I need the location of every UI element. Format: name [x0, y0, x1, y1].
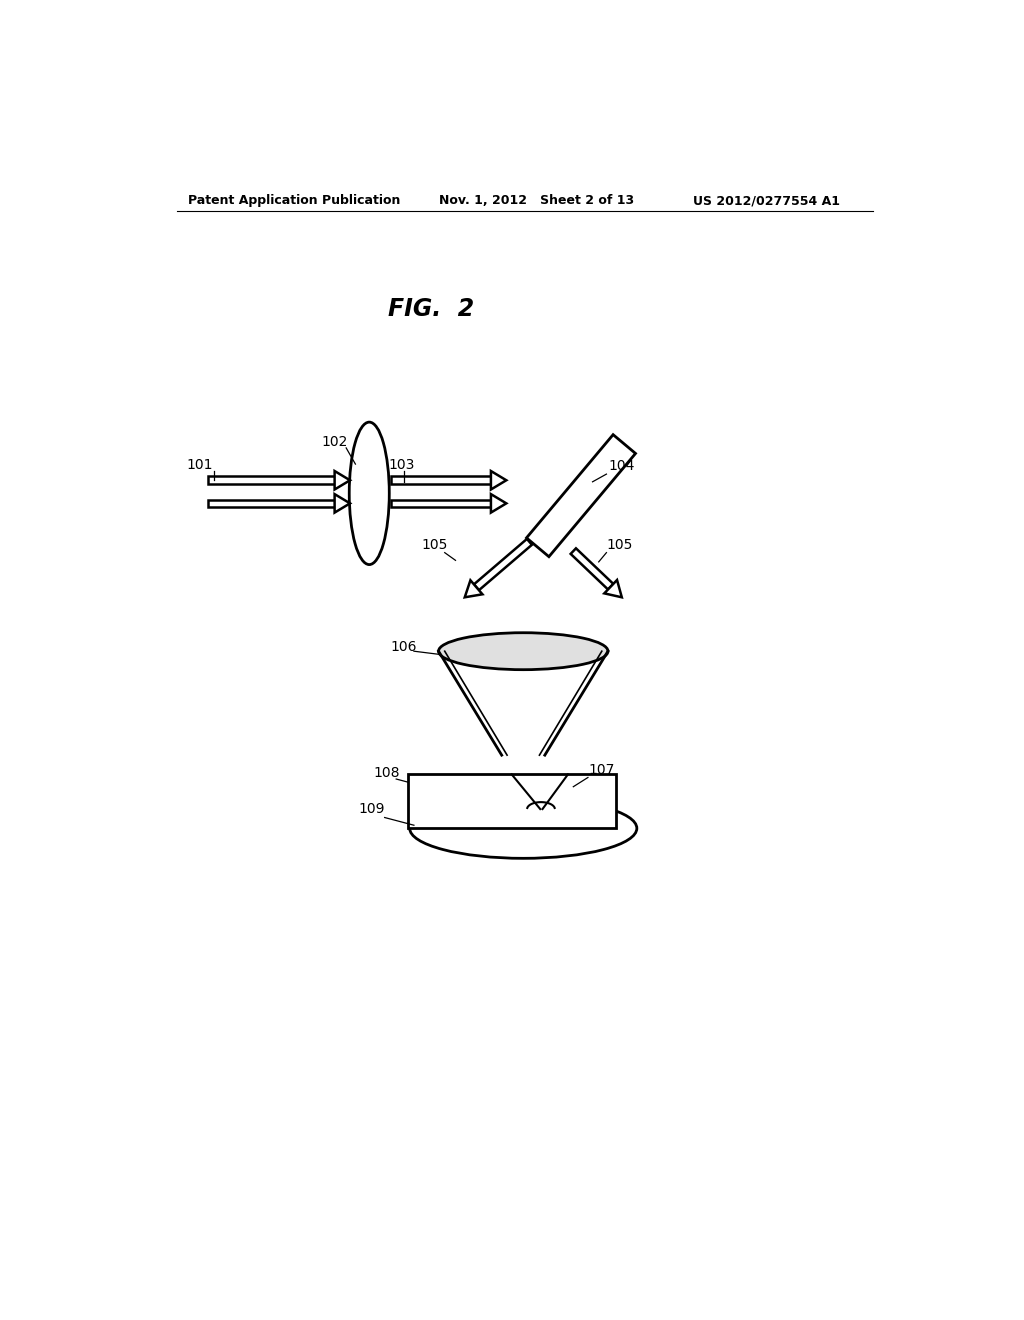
Text: US 2012/0277554 A1: US 2012/0277554 A1 [692, 194, 840, 207]
Polygon shape [335, 471, 350, 490]
Text: 109: 109 [358, 803, 385, 816]
Text: 102: 102 [322, 434, 348, 449]
Text: 107: 107 [589, 763, 615, 776]
Text: FIG.  2: FIG. 2 [388, 297, 474, 321]
Text: 105: 105 [422, 539, 447, 552]
Text: 105: 105 [606, 539, 633, 552]
Polygon shape [490, 494, 506, 512]
Ellipse shape [349, 422, 389, 565]
Text: 101: 101 [186, 458, 213, 471]
Polygon shape [570, 548, 613, 590]
Polygon shape [474, 539, 531, 590]
Text: 104: 104 [608, 459, 634, 474]
Ellipse shape [438, 632, 608, 669]
Polygon shape [490, 471, 506, 490]
Polygon shape [526, 434, 636, 557]
Text: 106: 106 [391, 640, 418, 655]
Text: 103: 103 [388, 458, 415, 471]
Text: Nov. 1, 2012   Sheet 2 of 13: Nov. 1, 2012 Sheet 2 of 13 [438, 194, 634, 207]
Polygon shape [208, 477, 335, 484]
Text: Patent Application Publication: Patent Application Publication [188, 194, 400, 207]
Polygon shape [604, 579, 622, 598]
Ellipse shape [410, 799, 637, 858]
Polygon shape [335, 494, 350, 512]
Polygon shape [391, 477, 490, 484]
Polygon shape [391, 499, 490, 507]
Polygon shape [208, 499, 335, 507]
Polygon shape [465, 581, 482, 598]
Text: 108: 108 [374, 766, 400, 780]
FancyBboxPatch shape [408, 775, 615, 829]
